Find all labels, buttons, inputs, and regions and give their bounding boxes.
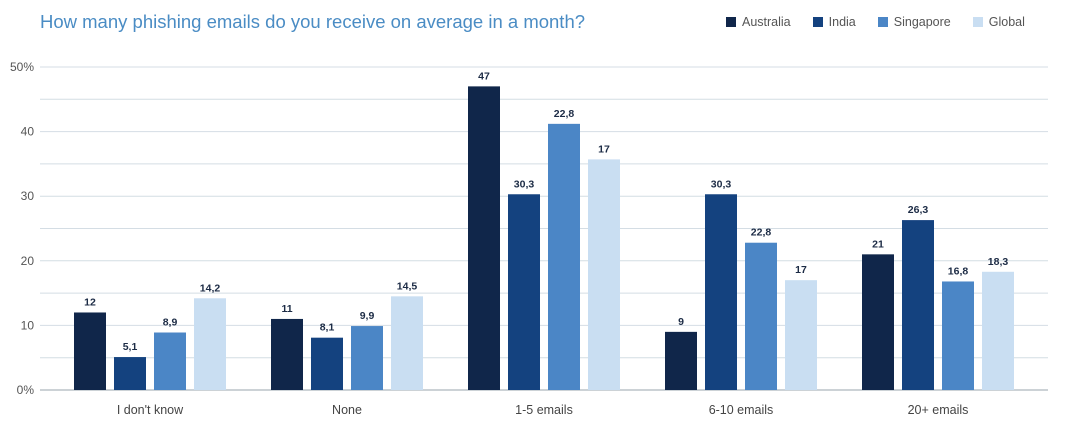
data-label: 30,3	[711, 178, 732, 190]
legend-swatch-india	[812, 17, 823, 27]
y-tick-label: 30	[21, 189, 35, 203]
legend-item-india: India	[812, 15, 856, 29]
data-label: 9	[678, 316, 684, 328]
data-label: 5,1	[123, 341, 138, 353]
data-label: 14,2	[200, 282, 221, 294]
bar-australia-3	[665, 331, 697, 390]
bar-global-1	[391, 296, 423, 390]
legend-item-australia: Australia	[726, 15, 791, 29]
bar-india-4	[902, 220, 934, 390]
data-label: 26,3	[908, 204, 929, 216]
data-label: 8,9	[163, 317, 178, 329]
gridlines	[40, 66, 1048, 391]
y-tick-label: 0%	[17, 383, 35, 397]
bar-global-0	[194, 298, 226, 390]
legend-item-global: Global	[972, 15, 1025, 29]
bar-australia-4	[862, 254, 894, 390]
data-label: 8,1	[320, 322, 335, 334]
legend-label-australia: Australia	[742, 15, 791, 29]
bar-india-2	[508, 194, 540, 390]
data-label: 11	[281, 303, 292, 315]
data-label: 17	[598, 143, 610, 155]
category-label: 1-5 emails	[515, 403, 573, 417]
category-label: 20+ emails	[908, 403, 969, 417]
legend-swatch-australia	[726, 17, 736, 27]
bar-global-2	[588, 159, 620, 390]
chart-title: How many phishing emails do you receive …	[40, 11, 586, 32]
bar-singapore-2	[548, 123, 580, 391]
x-axis: I don't know None 1-5 emails 6-10 emails 20+…	[117, 403, 969, 417]
y-axis: 0% 10 20 30 40 50%	[10, 60, 34, 397]
bar-singapore-1	[351, 326, 383, 390]
y-tick-label: 10	[21, 318, 35, 332]
bar-australia-1	[271, 318, 303, 390]
data-label: 12	[84, 296, 96, 308]
legend-label-india: India	[828, 15, 856, 29]
data-label: 22,8	[751, 227, 772, 239]
data-label: 18,3	[988, 256, 1009, 268]
y-tick-label: 50%	[10, 60, 34, 74]
bar-australia-2	[468, 86, 500, 390]
data-label: 14,5	[397, 280, 418, 292]
data-label: 47	[478, 70, 490, 82]
bar-australia-0	[74, 312, 106, 390]
data-label: 22,8	[554, 108, 575, 120]
data-label: 9,9	[360, 310, 375, 322]
bars	[74, 86, 1014, 391]
bar-singapore-3	[745, 242, 777, 390]
data-label: 30,3	[514, 178, 535, 190]
bar-singapore-4	[942, 281, 974, 390]
y-tick-label: 20	[21, 254, 35, 268]
data-label: 16,8	[948, 265, 969, 277]
bar-singapore-0	[154, 332, 186, 390]
data-label: 17	[795, 264, 807, 276]
data-label: 21	[872, 238, 884, 250]
y-tick-label: 40	[21, 125, 35, 139]
legend-label-global: Global	[988, 15, 1025, 29]
category-label: 6-10 emails	[709, 403, 774, 417]
category-label: I don't know	[117, 403, 184, 417]
bar-india-3	[705, 194, 737, 390]
category-label: None	[332, 403, 362, 417]
legend-item-singapore: Singapore	[877, 15, 951, 29]
bar-global-4	[982, 271, 1014, 390]
data-labels: 12 5,1 8,9 14,2 11 8,1 9,9 14,5 47 30,3 22,8 17 9 30,…	[84, 70, 1008, 353]
legend-label-singapore: Singapore	[893, 15, 951, 29]
bar-india-1	[311, 337, 343, 390]
legend-swatch-singapore	[877, 17, 888, 27]
legend-swatch-global	[972, 17, 983, 27]
legend: Australia India Singapore Global	[726, 15, 1047, 29]
bar-india-0	[114, 357, 146, 390]
bar-global-3	[785, 280, 817, 390]
